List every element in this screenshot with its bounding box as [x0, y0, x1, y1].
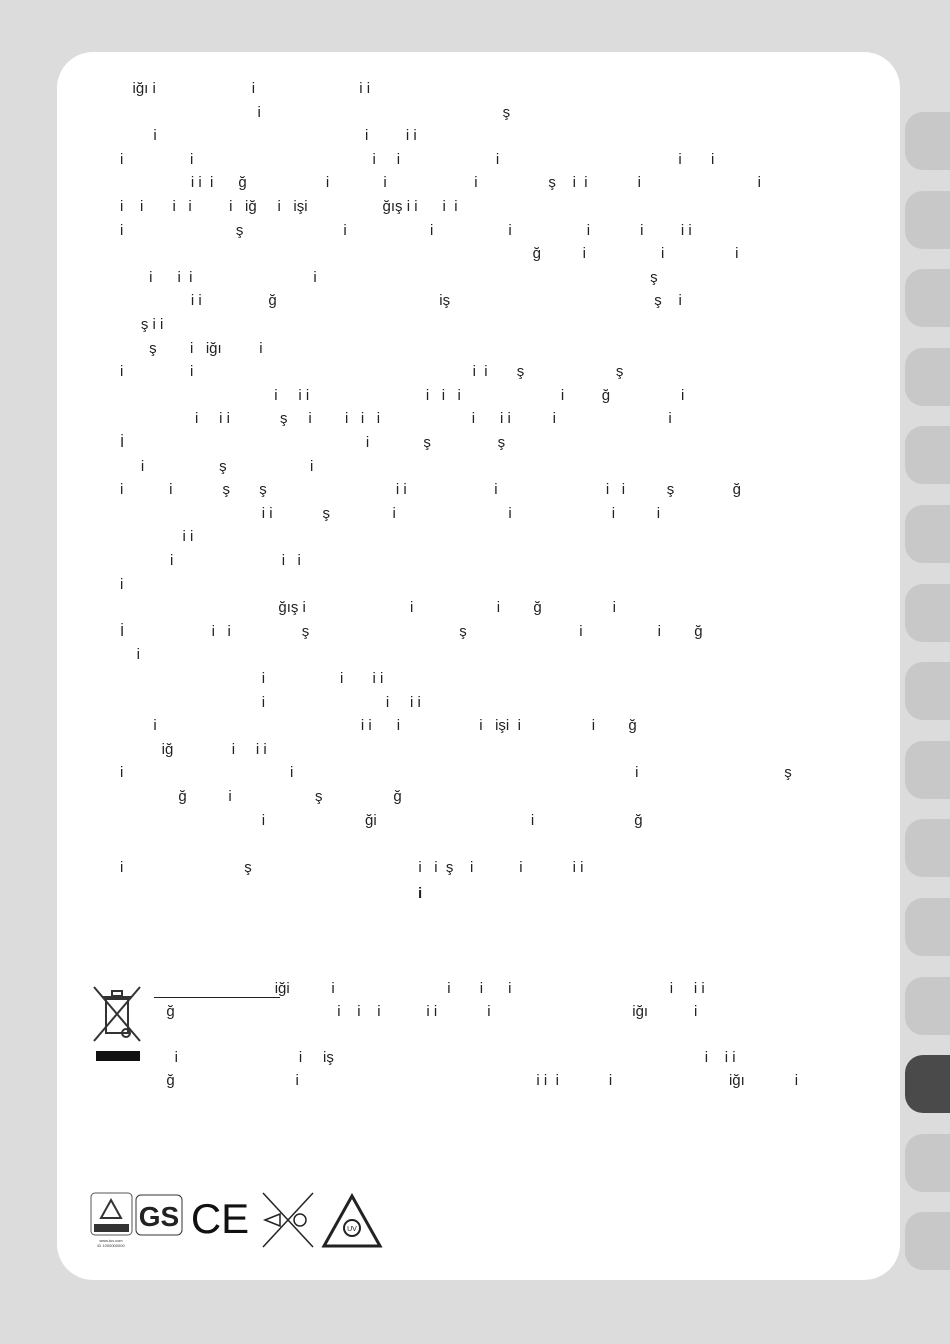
- text-line: i i i i: [120, 127, 417, 145]
- disposal-text-line: ğ i i i i i iğı i: [158, 1072, 799, 1089]
- svg-text:ID 1000000000: ID 1000000000: [97, 1243, 125, 1248]
- section-tab-6[interactable]: [905, 505, 950, 563]
- text-line: i i i i ş: [120, 268, 658, 286]
- text-line: i i i ğ i i i ş i i i i: [120, 174, 761, 192]
- text-line: i ş: [120, 103, 511, 121]
- text-line: i i i i: [120, 670, 384, 687]
- text-line: i i i ş: [120, 764, 792, 782]
- svg-text:www.tuv.com: www.tuv.com: [99, 1238, 123, 1243]
- text-line: iğı i i i i: [120, 80, 371, 97]
- svg-text:UV: UV: [347, 1226, 357, 1233]
- disposal-text-line: i i iş i i i: [158, 1049, 736, 1066]
- text-line: i i i i i i i: [120, 150, 715, 168]
- text-line: i ş i i i i i i i: [120, 221, 692, 239]
- page-card: [57, 52, 900, 1280]
- gs-logo: GS: [135, 1194, 183, 1236]
- section-tab-7[interactable]: [905, 583, 950, 642]
- text-line: i i i i i iğ i işi ğış i i i i: [120, 198, 458, 215]
- section-tab-3[interactable]: [905, 269, 950, 328]
- section-tab-4[interactable]: [905, 347, 950, 406]
- bold-mark: i: [418, 885, 423, 902]
- section-tab-5[interactable]: [905, 426, 950, 485]
- text-line: i i i i i i i ğ i: [120, 386, 685, 404]
- uv-warning-icon: UV: [321, 1192, 383, 1248]
- text-line: i i ş ş i i i i i ş ğ: [120, 481, 741, 499]
- text-line: ğ i ş ğ: [120, 788, 402, 805]
- text-line: ğış i i i ğ i: [120, 599, 616, 617]
- text-line: ş i i: [120, 316, 164, 333]
- section-tab-8[interactable]: [905, 662, 950, 721]
- text-line: İ i ş ş: [120, 434, 506, 451]
- section-tab-14[interactable]: [905, 1133, 950, 1192]
- text-line: i i i i ş ş: [120, 363, 624, 381]
- section-tab-1[interactable]: [905, 112, 950, 170]
- heading-underline: [154, 997, 280, 998]
- text-line: i i ğ iş ş i: [120, 292, 682, 310]
- ce-mark: CE: [191, 1195, 249, 1242]
- text-line: i i i i i işi i i ğ: [120, 717, 637, 735]
- section-tab-2[interactable]: [905, 190, 950, 249]
- disposal-text-line: iği i i i i i i i: [158, 980, 705, 997]
- weee-bin-icon: [93, 986, 141, 1061]
- text-line: i i ş i i i i: [120, 504, 661, 522]
- text-line: i ği i ğ: [120, 811, 643, 829]
- disposal-text-line: ğ i i i i i i iğı i: [158, 1003, 698, 1020]
- section-tab-13[interactable]: [905, 1055, 950, 1114]
- text-line: İ i i ş ş i i ğ: [120, 622, 703, 640]
- text-line: ş i iğı i: [120, 339, 263, 357]
- text-line: i i i i: [120, 693, 421, 711]
- svg-text:GS: GS: [139, 1201, 179, 1232]
- text-line: ğ i i i: [120, 245, 739, 263]
- section-tab-12[interactable]: [905, 976, 950, 1035]
- laser-eye-warning-icon: [262, 1192, 314, 1248]
- section-tab-11[interactable]: [905, 898, 950, 956]
- text-line: i ş i i ş i i i i: [120, 858, 584, 876]
- text-line: i ş i: [120, 457, 314, 475]
- text-line: i: [120, 646, 141, 664]
- text-line: i i i ş i i i i i i i i i: [120, 410, 672, 428]
- text-line: i i: [120, 528, 194, 546]
- text-line: i i i: [120, 552, 301, 569]
- section-tab-9[interactable]: [905, 740, 950, 799]
- section-tab-15[interactable]: [905, 1212, 950, 1271]
- text-line: i: [120, 575, 124, 593]
- section-tab-10[interactable]: [905, 819, 950, 878]
- text-line: iğ i i i: [120, 740, 267, 758]
